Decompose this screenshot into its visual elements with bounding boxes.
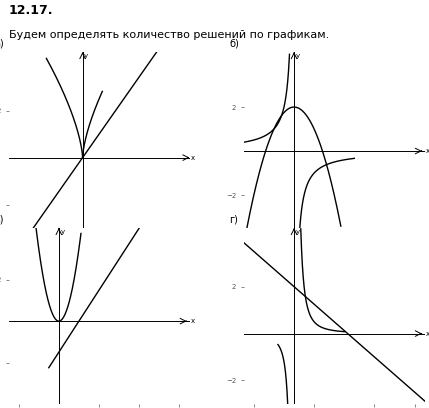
Text: y: y [84, 53, 88, 59]
Text: x: x [426, 148, 429, 154]
Text: x: x [426, 330, 429, 337]
Text: y: y [61, 229, 65, 235]
Text: б): б) [230, 38, 239, 49]
Text: 12.17.: 12.17. [9, 4, 53, 17]
Text: в): в) [0, 215, 3, 224]
Text: 2 решения.: 2 решения. [9, 249, 75, 259]
Text: y: y [296, 229, 300, 235]
Text: y: y [296, 53, 300, 59]
Text: Будем определять количество решений по графикам.: Будем определять количество решений по г… [9, 31, 329, 40]
Text: x: x [190, 318, 195, 324]
Text: x: x [190, 155, 194, 161]
Text: 1 решение.: 1 решение. [244, 249, 310, 259]
Text: а): а) [0, 38, 4, 49]
Text: г): г) [230, 215, 238, 224]
